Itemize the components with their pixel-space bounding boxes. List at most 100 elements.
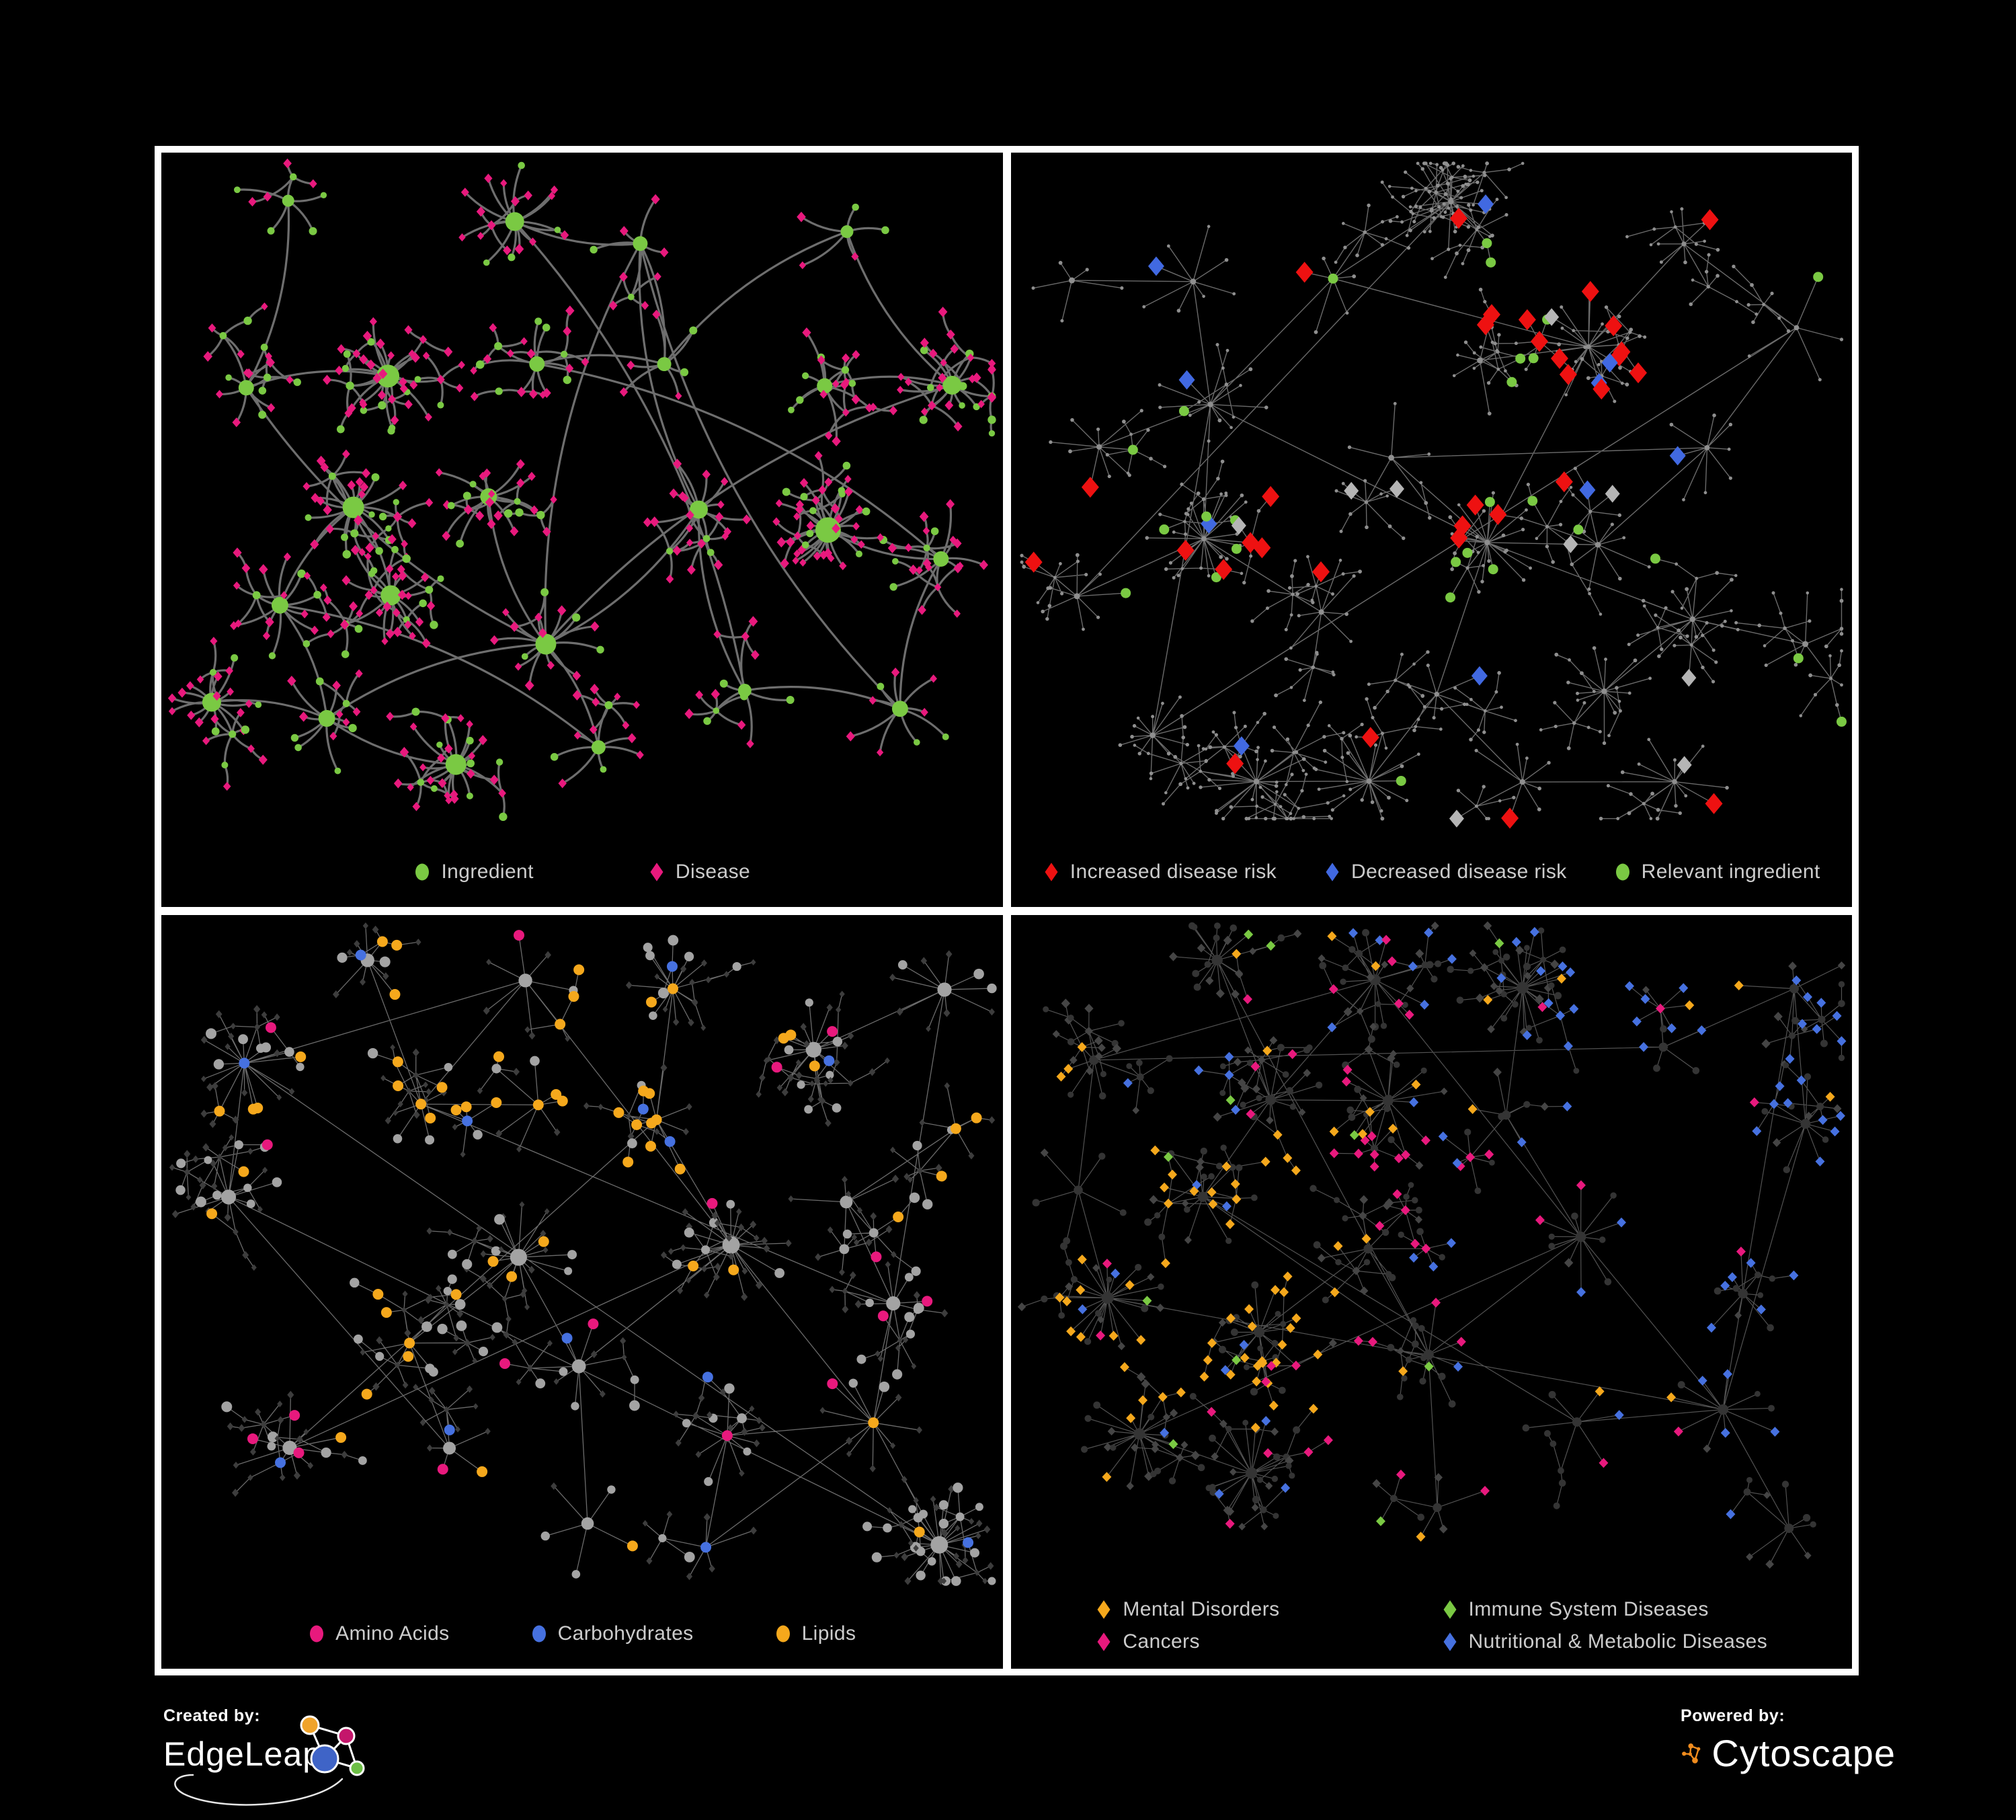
- highlight-nutritional-metabolic-diamond-node: [1326, 1022, 1336, 1032]
- diamond-node: [332, 680, 341, 690]
- circle-node: [1149, 771, 1153, 776]
- circle-node: [1500, 990, 1507, 998]
- circle-node: [1076, 559, 1080, 563]
- diamond-node: [420, 572, 430, 582]
- circle-node: [1344, 612, 1348, 617]
- circle-node: [1228, 1163, 1236, 1171]
- highlight-carbohydrates-circle-node: [700, 1541, 712, 1552]
- diamond-node: [792, 557, 799, 565]
- circle-node: [1067, 449, 1072, 454]
- diamond-node: [356, 609, 364, 618]
- diamond-node: [354, 939, 360, 947]
- circle-node: [1065, 1259, 1072, 1266]
- highlight-cancers-diamond-node: [1367, 1131, 1377, 1141]
- circle-node: [862, 1521, 873, 1531]
- legend-label: Immune System Diseases: [1468, 1598, 1709, 1620]
- diamond-node: [1219, 1419, 1227, 1428]
- circle-node: [221, 1400, 233, 1412]
- diamond-node: [339, 619, 350, 630]
- highlight-nutritional-metabolic-diamond-node: [1511, 937, 1521, 947]
- diamond-node: [877, 533, 884, 542]
- circle-node: [1295, 592, 1299, 596]
- highlight-mental-disorders-diamond-node: [1207, 1199, 1217, 1209]
- diamond-node: [946, 499, 955, 510]
- diamond-node: [916, 566, 923, 575]
- diamond-node: [426, 1227, 433, 1234]
- diamond-node: [1414, 1160, 1423, 1170]
- circle-node: [1471, 174, 1475, 178]
- circle-node: [1488, 1159, 1495, 1166]
- highlight-nutritional-metabolic-diamond-node: [1562, 1101, 1572, 1111]
- highlight-relevant-ingredient-circle-node: [1201, 511, 1211, 522]
- legend-item: Decreased disease risk: [1324, 860, 1567, 884]
- highlight-carbohydrates-circle-node: [561, 1332, 573, 1343]
- diamond-node: [759, 1073, 766, 1082]
- highlight-amino-acids-circle-node: [721, 1429, 733, 1441]
- circle-node: [1045, 617, 1049, 621]
- diamond-node: [483, 468, 491, 478]
- circle-node: [341, 650, 350, 658]
- diamond-node: [1149, 1195, 1158, 1204]
- diamond-node: [832, 379, 840, 389]
- highlight-lipids-circle-node: [393, 1080, 404, 1091]
- diamond-node: [487, 220, 496, 231]
- diamond-node: [486, 958, 492, 965]
- diamond-node: [746, 739, 754, 748]
- circle-node: [1458, 243, 1461, 247]
- legend-label: Relevant ingredient: [1641, 860, 1820, 883]
- highlight-neutral-risk-diamond-node: [1681, 668, 1696, 687]
- diamond-node: [876, 748, 884, 756]
- circle-node: [447, 502, 455, 510]
- circle-node: [1649, 243, 1652, 247]
- circle-node: [1767, 1404, 1775, 1412]
- circle-node: [1059, 1242, 1067, 1250]
- diamond-node: [1284, 1456, 1293, 1465]
- diamond-node: [210, 1159, 217, 1168]
- highlight-relevant-ingredient-circle-node: [1485, 257, 1496, 268]
- circle-node: [1289, 574, 1294, 578]
- diamond-node: [358, 489, 366, 499]
- diamond-node: [428, 1293, 434, 1300]
- highlight-mental-disorders-diamond-node: [1075, 1284, 1085, 1295]
- diamond-node: [298, 711, 309, 722]
- diamond-node: [277, 1400, 283, 1407]
- circle-node: [1282, 1070, 1289, 1078]
- circle-node: [1197, 744, 1201, 748]
- diamond-node: [399, 746, 409, 758]
- circle-node: [1445, 182, 1450, 186]
- circle-node: [1401, 194, 1405, 199]
- circle-node: [1554, 652, 1558, 657]
- diamond-node: [444, 1300, 450, 1308]
- circle-node: [959, 382, 967, 391]
- circle-node: [1766, 1324, 1774, 1331]
- circle-node: [1067, 1014, 1074, 1021]
- circle-node: [930, 527, 939, 535]
- circle-node: [1754, 312, 1758, 316]
- circle-node: [883, 1523, 892, 1532]
- diamond-node: [953, 538, 962, 549]
- highlight-increased-risk-diamond-node: [1581, 280, 1599, 303]
- circle-node: [391, 545, 399, 553]
- diamond-node: [1150, 1444, 1159, 1453]
- diamond-node: [390, 415, 399, 426]
- circle-node: [1414, 189, 1418, 193]
- circle-node: [1702, 239, 1706, 243]
- circle-node: [1521, 578, 1525, 582]
- circle-node: [414, 376, 421, 383]
- circle-node: [1348, 787, 1352, 791]
- circle-node: [1482, 730, 1486, 734]
- diamond-node: [404, 399, 413, 409]
- circle-node: [1545, 524, 1549, 528]
- diamond-node: [1366, 972, 1375, 982]
- circle-node: [1592, 690, 1596, 693]
- circle-node: [1201, 747, 1205, 751]
- highlight-neutral-risk-diamond-node: [1343, 481, 1359, 500]
- circle-node: [1405, 233, 1409, 237]
- diamond-node: [513, 1067, 520, 1076]
- highlight-cancers-diamond-node: [1102, 1258, 1112, 1269]
- circle-node: [1224, 557, 1229, 561]
- circle-node: [919, 416, 928, 424]
- circle-node: [350, 1277, 360, 1288]
- circle-node: [447, 1249, 457, 1259]
- circle-node: [1215, 1162, 1223, 1169]
